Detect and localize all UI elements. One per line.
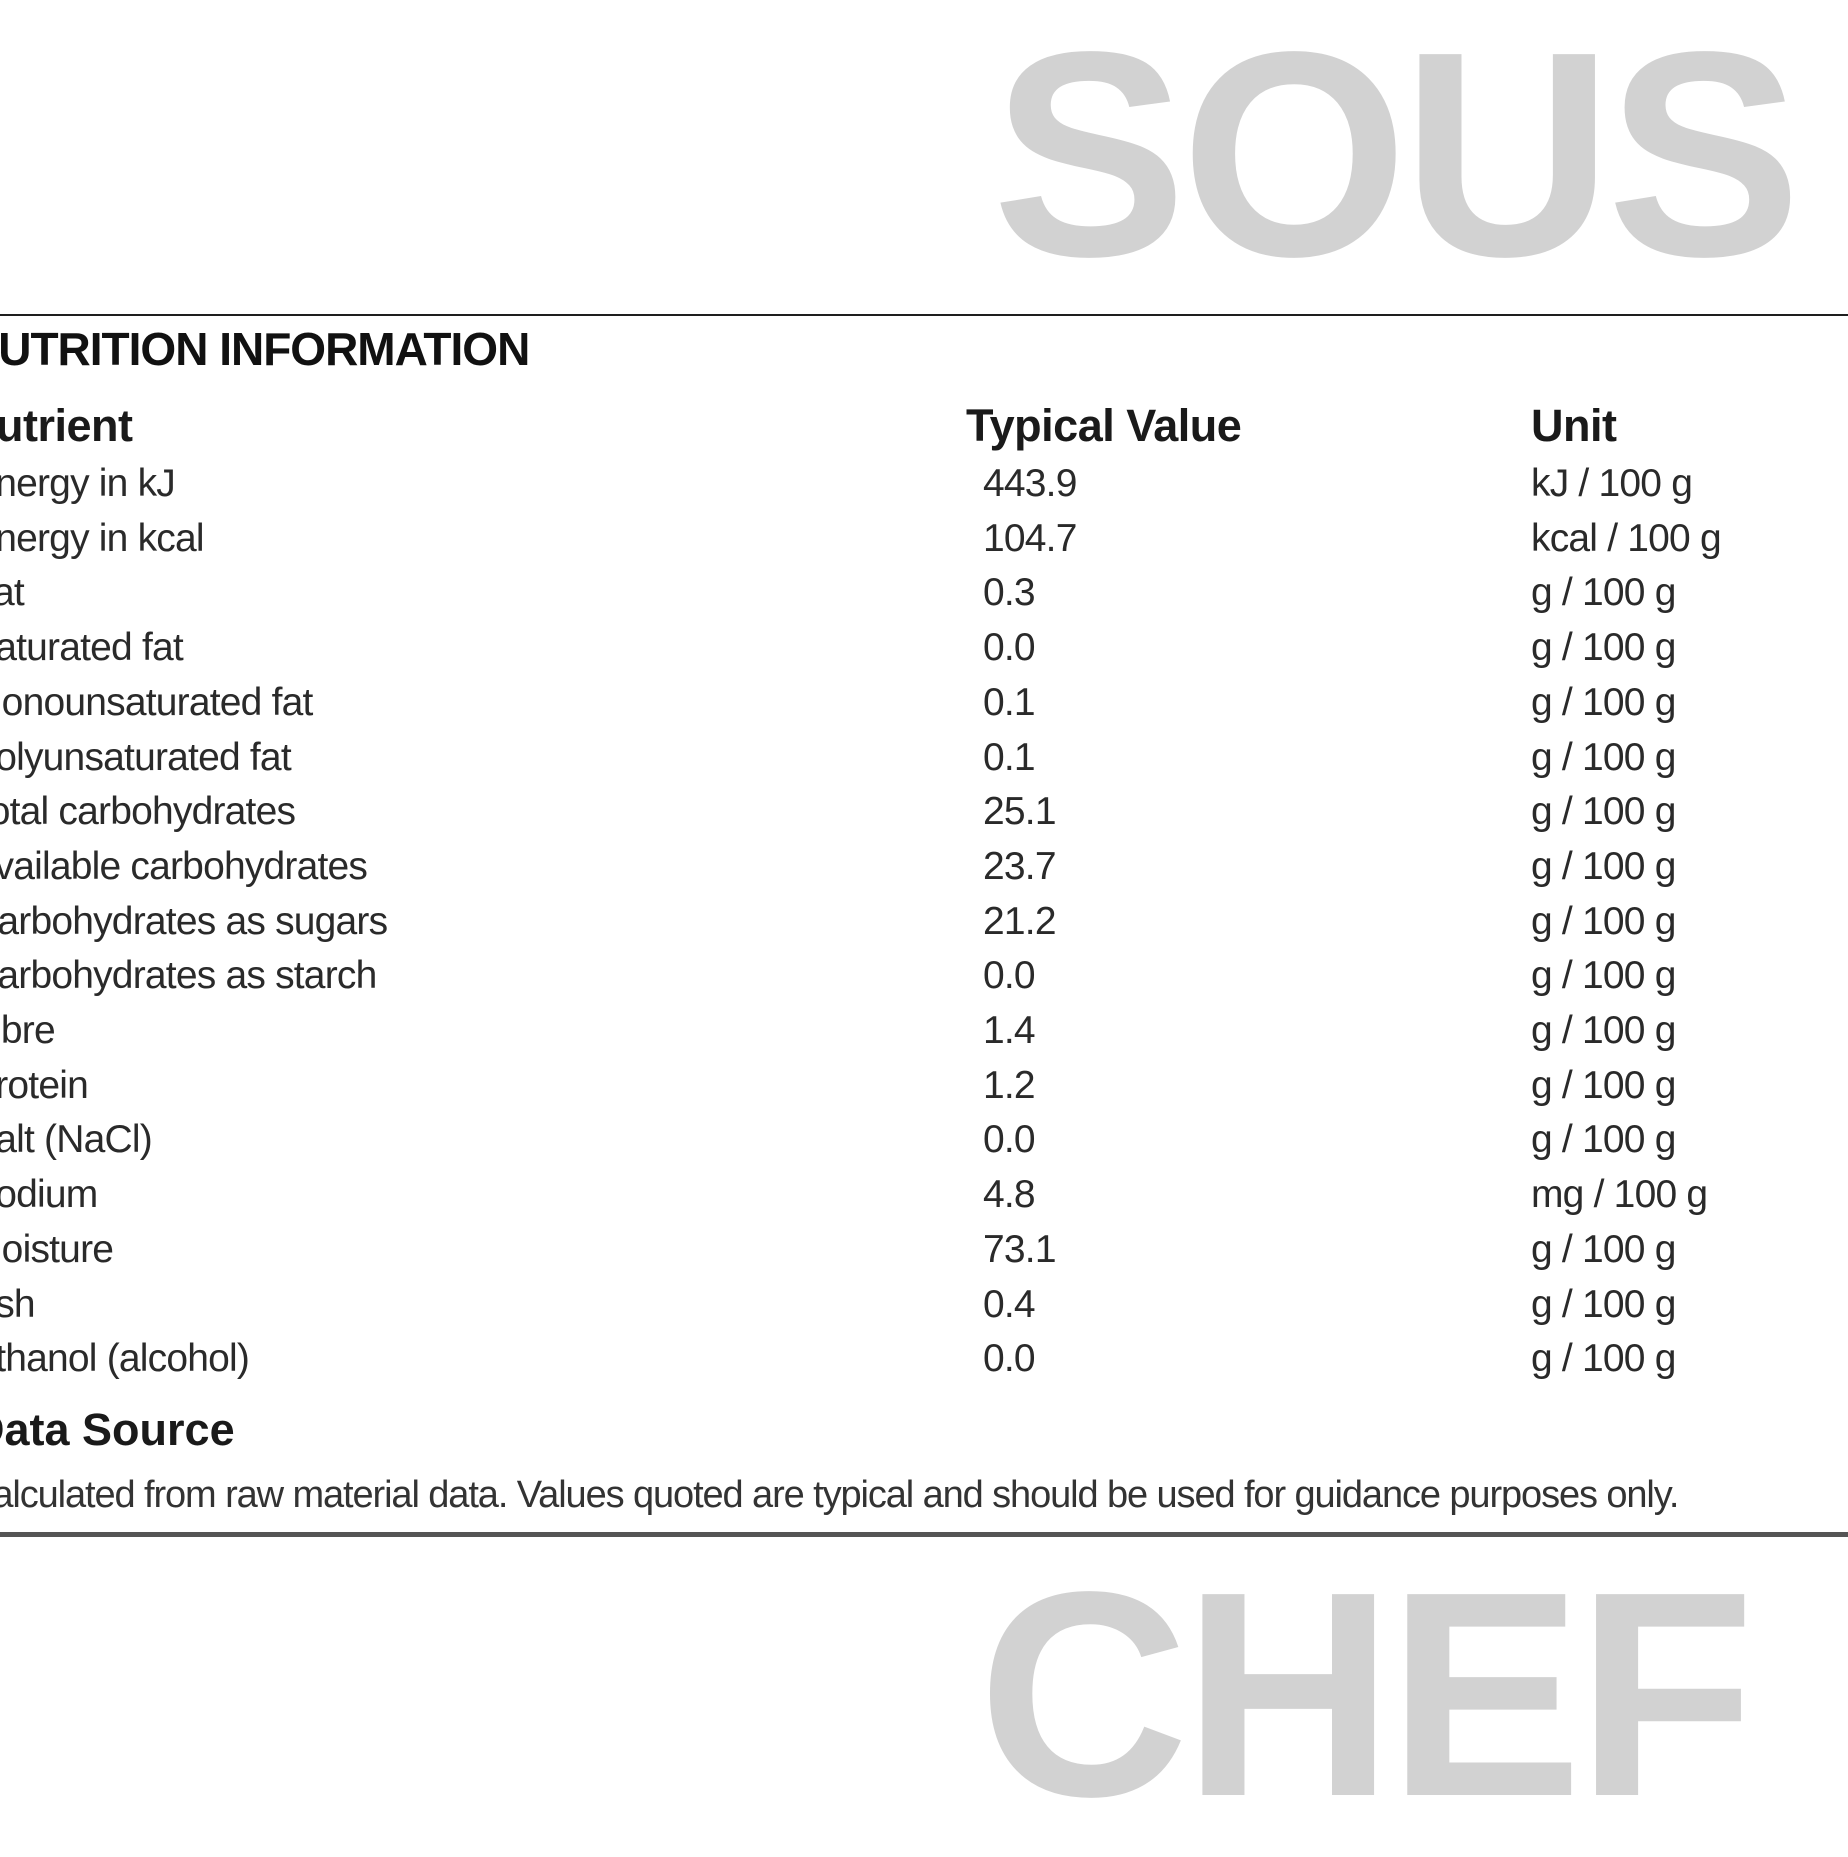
nutrient-value: 0.4: [983, 1282, 1036, 1326]
table-row: Protein 1.2 g / 100 g: [0, 1064, 1848, 1119]
nutrient-name: Moisture: [0, 1227, 114, 1271]
nutrient-name: Fibre: [0, 1009, 56, 1052]
nutrient-name: Monounsaturated fat: [0, 680, 313, 724]
table-row: Salt (NaCl) 0.0 g / 100 g: [0, 1118, 1848, 1173]
table-row: Available carbohydrates 23.7 g / 100 g: [0, 845, 1848, 900]
nutrient-value: 23.7: [983, 844, 1057, 888]
nutrient-unit: g / 100 g: [1531, 571, 1676, 615]
top-divider: [0, 314, 1848, 316]
nutrient-name: Saturated fat: [0, 626, 184, 670]
table-row: Ash 0.4 g / 100 g: [0, 1283, 1848, 1338]
nutrient-unit: g / 100 g: [1531, 626, 1676, 670]
nutrient-name: Polyunsaturated fat: [0, 735, 292, 779]
table-row: Fat 0.3 g / 100 g: [0, 571, 1848, 626]
nutrient-unit: g / 100 g: [1531, 790, 1676, 834]
table-row: Monounsaturated fat 0.1 g / 100 g: [0, 681, 1848, 736]
nutrient-value: 1.4: [983, 1009, 1036, 1052]
nutrient-unit: g / 100 g: [1531, 735, 1676, 779]
nutrient-value: 0.1: [983, 680, 1036, 724]
nutrient-unit: g / 100 g: [1531, 954, 1676, 998]
table-row: Fibre 1.4 g / 100 g: [0, 1009, 1848, 1064]
nutrient-unit: kJ / 100 g: [1531, 462, 1693, 505]
nutrient-name: Protein: [0, 1063, 89, 1107]
nutrient-value: 0.3: [983, 571, 1036, 615]
nutrient-unit: g / 100 g: [1531, 844, 1676, 888]
nutrient-unit: g / 100 g: [1531, 1118, 1676, 1162]
table-row: Energy in kJ 443.9 kJ / 100 g: [0, 462, 1848, 517]
bottom-divider: [0, 1532, 1848, 1537]
table-row: Ethanol (alcohol) 0.0 g / 100 g: [0, 1337, 1848, 1392]
nutrient-unit: g / 100 g: [1531, 1063, 1676, 1107]
table-row: Energy in kcal 104.7 kcal / 100 g: [0, 517, 1848, 572]
nutrient-value: 443.9: [983, 462, 1077, 505]
nutrient-value: 0.0: [983, 1337, 1036, 1381]
nutrient-unit: kcal / 100 g: [1531, 516, 1722, 560]
nutrient-value: 0.0: [983, 1118, 1036, 1162]
nutrient-name: Energy in kcal: [0, 516, 205, 560]
nutrient-value: 104.7: [983, 516, 1077, 560]
nutrient-name: Fat: [0, 571, 25, 615]
nutrient-value: 73.1: [983, 1227, 1057, 1271]
table-row: Moisture 73.1 g / 100 g: [0, 1228, 1848, 1283]
nutrient-value: 0.0: [983, 626, 1036, 670]
nutrient-name: Available carbohydrates: [0, 844, 368, 888]
nutrient-value: 4.8: [983, 1173, 1036, 1217]
nutrient-value: 25.1: [983, 790, 1057, 834]
table-row: Carbohydrates as starch 0.0 g / 100 g: [0, 954, 1848, 1009]
nutrient-unit: g / 100 g: [1531, 1227, 1676, 1271]
table-row: Saturated fat 0.0 g / 100 g: [0, 626, 1848, 681]
data-source-title: Data Source: [0, 1404, 235, 1455]
nutrient-unit: g / 100 g: [1531, 680, 1676, 724]
table-row: Polyunsaturated fat 0.1 g / 100 g: [0, 736, 1848, 791]
watermark-sous: SOUS: [992, 0, 1802, 317]
table-row: Total carbohydrates 25.1 g / 100 g: [0, 790, 1848, 845]
nutrient-name: Sodium: [0, 1173, 98, 1217]
nutrient-value: 21.2: [983, 899, 1057, 943]
section-title: NUTRITION INFORMATION: [0, 323, 530, 375]
nutrient-unit: g / 100 g: [1531, 1282, 1676, 1326]
nutrient-unit: g / 100 g: [1531, 899, 1676, 943]
data-source-text: Calculated from raw material data. Value…: [0, 1474, 1679, 1516]
watermark-chef: CHEF: [978, 1531, 1755, 1857]
nutrient-unit: mg / 100 g: [1531, 1173, 1708, 1217]
nutrient-name: Carbohydrates as sugars: [0, 899, 388, 943]
nutrient-unit: g / 100 g: [1531, 1009, 1676, 1052]
nutrient-name: Ash: [0, 1282, 36, 1326]
nutrient-value: 0.0: [983, 954, 1036, 998]
nutrient-name: Salt (NaCl): [0, 1118, 153, 1162]
nutrient-value: 0.1: [983, 735, 1036, 779]
nutrient-name: Total carbohydrates: [0, 790, 296, 834]
table-row: Sodium 4.8 mg / 100 g: [0, 1173, 1848, 1228]
nutrient-name: Ethanol (alcohol): [0, 1337, 250, 1381]
nutrient-name: Energy in kJ: [0, 462, 176, 505]
nutrient-unit: g / 100 g: [1531, 1337, 1676, 1381]
table-row: Carbohydrates as sugars 21.2 g / 100 g: [0, 900, 1848, 955]
header-typical-value: Typical Value: [966, 400, 1242, 451]
header-unit: Unit: [1531, 400, 1617, 451]
nutrient-name: Carbohydrates as starch: [0, 954, 377, 998]
nutrient-value: 1.2: [983, 1063, 1036, 1107]
